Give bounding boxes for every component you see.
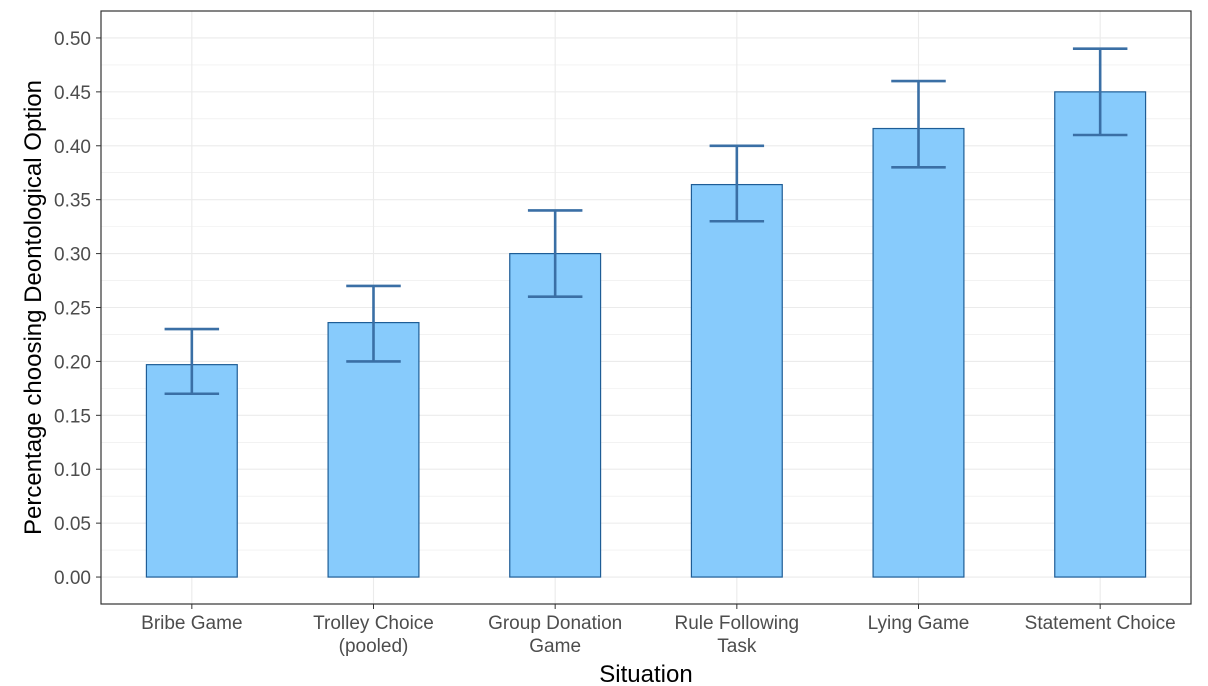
error-bar [527,209,583,299]
x-tick-label-line: Trolley Choice [313,613,434,634]
bar [145,364,238,578]
y-tick-label: 0.15 [54,406,91,427]
bar [509,252,602,578]
x-tick-label-line: Rule Following [675,613,800,634]
error-bar [1072,47,1128,137]
y-tick-label: 0.45 [54,83,91,104]
y-tick-label: 0.05 [54,514,91,535]
error-bar [346,284,401,363]
y-tick-label: 0.00 [54,568,91,589]
x-axis-title: Situation [599,661,692,686]
y-tick-label: 0.10 [54,460,91,481]
bar [1054,91,1147,578]
bars [145,91,1147,578]
x-tick-label: Group Donation Game [488,613,622,657]
y-axis-title: Percentage choosing Deontological Option [20,80,47,535]
y-tick-label: 0.40 [54,137,91,158]
x-tick-label: Statement Choice [1025,613,1176,634]
grid-lines [101,11,1191,604]
x-tick-label-line: Bribe Game [141,613,242,634]
y-tick-label: 0.20 [54,352,91,373]
x-tick-label-line: Lying Game [868,613,970,634]
error-bar [164,327,220,396]
y-tick-label: 0.50 [54,29,91,50]
x-tick-label-line: Group Donation [488,613,622,634]
y-tick-label: 0.35 [54,191,91,212]
error-bars [164,47,1128,396]
bar [327,321,420,578]
y-axis-ticks: 0.00 0.05 0.10 0.15 0.20 0.25 0.30 0.35 0.40 0.45… [54,29,101,589]
x-axis-ticks: Bribe Game Trolley Choice (pooled) Group Do… [141,604,1176,657]
x-tick-label: Bribe Game [141,613,242,634]
x-tick-label: Rule Following Task [675,613,800,657]
x-tick-label-line: Statement Choice [1025,613,1176,634]
error-bar [709,144,765,223]
y-tick-label: 0.25 [54,299,91,320]
bar [872,127,965,578]
x-tick-label: Lying Game [868,613,970,634]
x-tick-label-line: Task [717,636,757,657]
y-tick-label: 0.30 [54,245,91,266]
bar [690,183,783,578]
error-bar [891,79,946,169]
x-tick-label-line: Game [529,636,581,657]
x-tick-label: Trolley Choice (pooled) [313,613,434,657]
x-tick-label-line: (pooled) [339,636,409,657]
